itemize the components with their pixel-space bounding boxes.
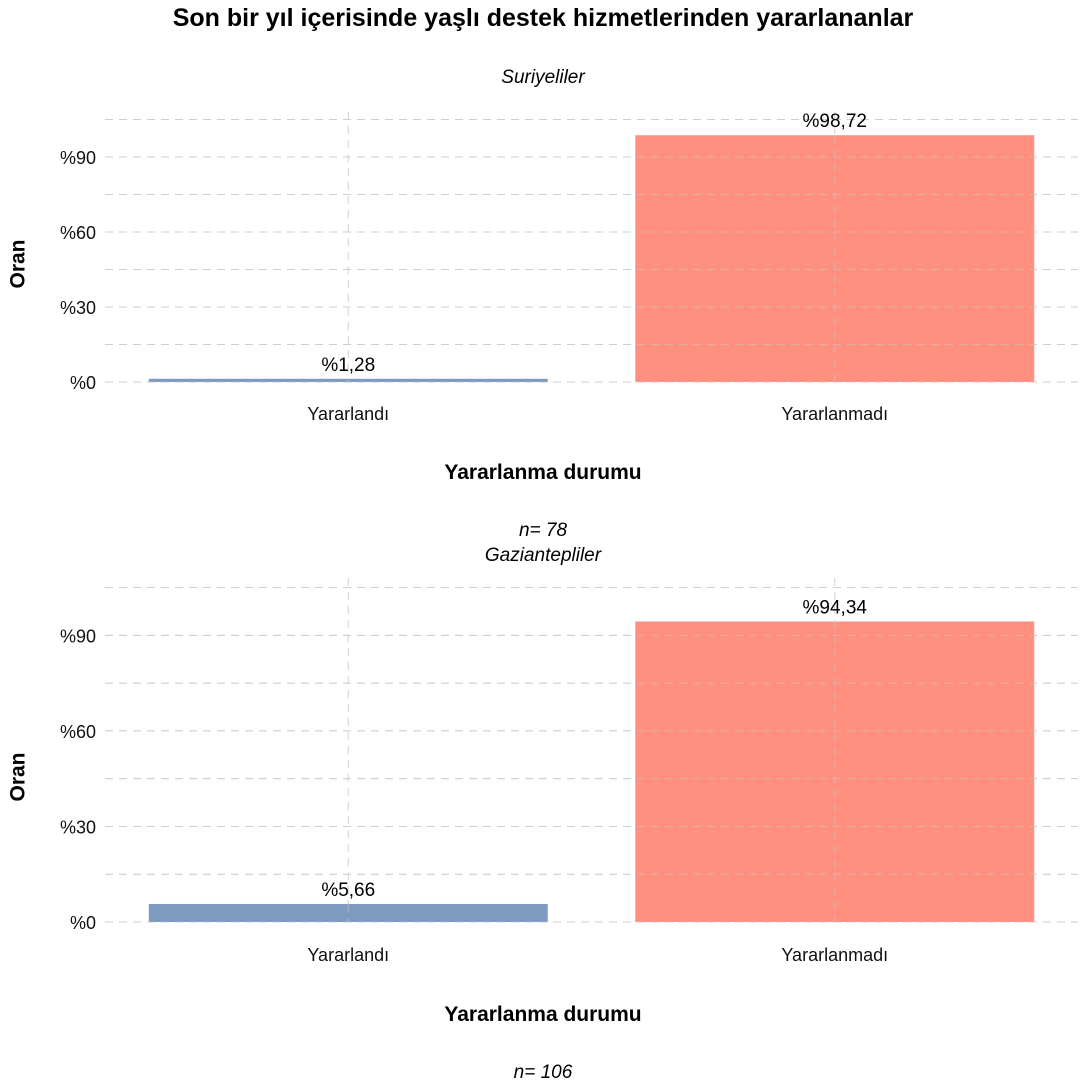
bar-yararlanmadi [635, 135, 1035, 382]
y-tick-label: %0 [70, 373, 96, 393]
bar-value-label: %98,72 [803, 111, 867, 132]
sample-size-caption: n= 106 [513, 1062, 573, 1083]
bar-chart-gaziantepliler: %5,66 %94,34 %0 %30 %60 %90 Yararlandı Yararlan… [60, 578, 1078, 965]
bar-value-label: %1,28 [321, 355, 375, 376]
x-tick-label: Yararlandı [307, 404, 389, 424]
bar-value-label: %94,34 [803, 598, 868, 619]
x-axis-label: Yararlanma durumu [444, 1003, 642, 1026]
y-tick-label: %30 [60, 817, 96, 837]
y-tick-label: %60 [60, 223, 96, 243]
x-tick-label: Yararlanmadı [781, 404, 888, 424]
chart-title: Son bir yıl içerisinde yaşlı destek hizm… [172, 4, 914, 32]
y-tick-label: %0 [70, 913, 96, 933]
x-tick-label: Yararlanmadı [781, 945, 888, 965]
x-axis-label: Yararlanma durumu [444, 461, 642, 484]
x-tick-label: Yararlandı [307, 945, 389, 965]
y-tick-label: %90 [60, 148, 96, 168]
bar-yararlandi [148, 903, 548, 922]
y-tick-label: %90 [60, 626, 96, 646]
sample-size-caption: n= 78 [518, 520, 568, 541]
y-tick-label: %60 [60, 722, 96, 742]
panel-subtitle: Suriyeliler [501, 67, 585, 88]
panel-suriyeliler: Suriyeliler Oran %1,28 %98,72 %0 %30 %60 %90 Y… [0, 0, 1086, 541]
y-tick-label: %30 [60, 298, 96, 318]
bar-yararlanmadi [635, 621, 1035, 922]
panel-subtitle: Gaziantepliler [484, 545, 602, 566]
bar-chart-suriyeliler: %1,28 %98,72 %0 %30 %60 %90 Yararlandı Yararlan… [60, 111, 1078, 424]
bar-value-label: %5,66 [321, 880, 375, 901]
